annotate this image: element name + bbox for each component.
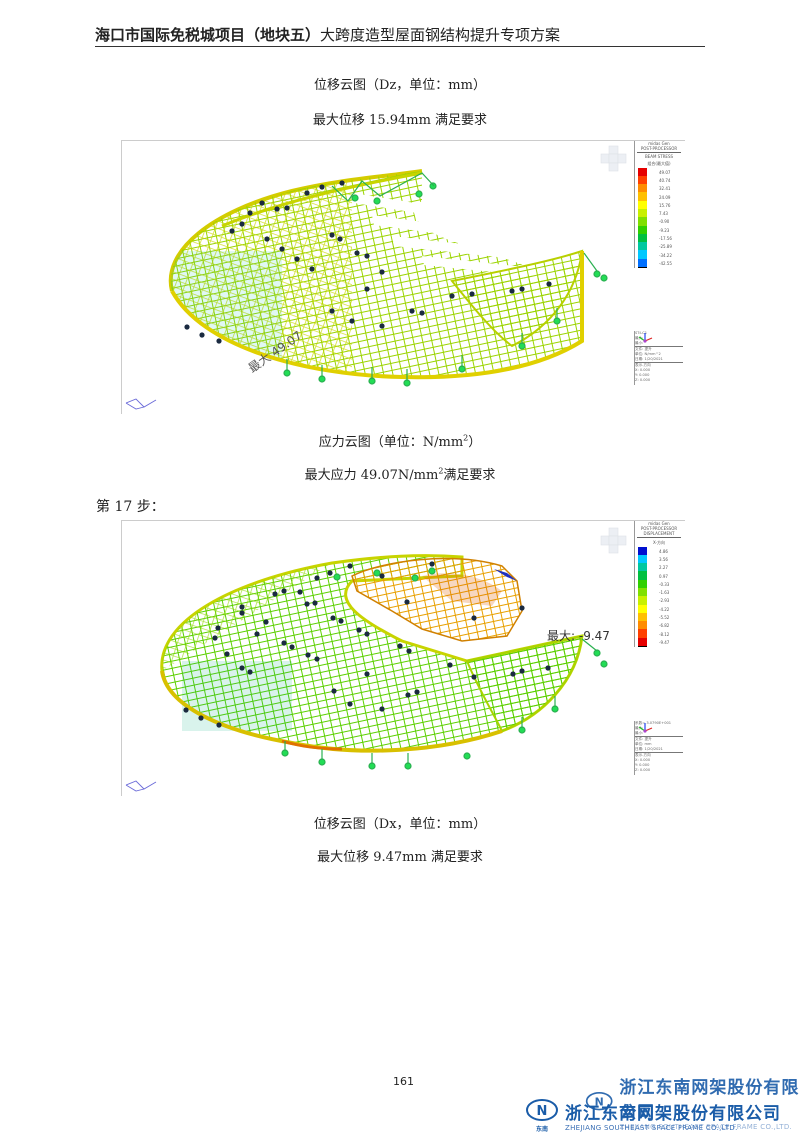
info-line: Z: 0.000 <box>635 378 651 382</box>
legend-value: -8.12 <box>659 631 670 637</box>
legend-value: 4.86 <box>659 548 668 554</box>
legend-color-swatch <box>638 637 647 648</box>
figure-caption-dz: 位移云图（Dz，单位：mm） <box>314 78 486 93</box>
header-title-project: 海口市国际免税城项目（地块五） <box>95 26 321 44</box>
legend-value: 15.76 <box>659 202 671 208</box>
svg-text:N: N <box>537 1104 548 1119</box>
page-number: 161 <box>393 1075 414 1088</box>
info-line: 文件: 提升 <box>635 347 652 351</box>
view-cube-icon[interactable] <box>600 145 628 173</box>
logo-badge: 东南 <box>535 1126 548 1133</box>
displacement-dx-figure: 最大: -9.47 midas Gen POST-PROCESSOR DISPL… <box>121 520 685 796</box>
legend-value: -2.93 <box>659 598 670 604</box>
legend-value: 0.97 <box>659 573 668 579</box>
max-displacement-annotation: 最大: -9.47 <box>547 629 610 643</box>
legend-value: -25.89 <box>659 244 672 250</box>
displacement-legend: midas Gen POST-PROCESSOR DISPLACEMENT X-… <box>634 521 683 648</box>
legend-value: -34.22 <box>659 252 672 258</box>
max-displacement-dz-text: 最大位移 15.94mm 满足要求 <box>312 113 488 128</box>
legend-value: 3.56 <box>659 556 668 562</box>
company-emblem-icon: N <box>526 1099 558 1121</box>
info-line: 单位: mm <box>635 742 652 746</box>
svg-text:N: N <box>595 1095 604 1108</box>
legend-row: -9.47 <box>635 637 683 648</box>
info-line: Y: 0.000 <box>635 373 650 377</box>
info-line: 日期: 1/20/2021 <box>635 357 683 363</box>
legend-value: 49.07 <box>659 169 671 175</box>
legend-value: 2.27 <box>659 565 668 571</box>
page-header: 海口市国际免税城项目（地块五）大跨度造型屋面钢结构提升专项方案 <box>95 24 705 47</box>
view-cube-icon[interactable] <box>600 527 628 555</box>
legend-value: -4.22 <box>659 606 670 612</box>
legend-value: -5.52 <box>659 615 670 621</box>
legend-value: -42.55 <box>659 260 672 266</box>
legend-header-2: POST-PROCESSOR <box>640 146 678 151</box>
figure-caption-stress: 应力云图（单位：N/mm2） <box>318 433 482 450</box>
legend-value: 40.74 <box>659 177 671 183</box>
legend-value: -17.56 <box>659 236 672 242</box>
legend-row: -42.55 <box>635 258 683 269</box>
stress-legend: midas Gen POST-PROCESSOR BEAM STRESS 组合(… <box>634 141 683 269</box>
legend-header-1: midas Gen <box>648 521 670 526</box>
axis-gizmo-icon <box>125 780 157 792</box>
info-line: 最大: <box>635 726 644 730</box>
legend-value: -9.23 <box>659 227 670 233</box>
stress-contour-figure: 最大 49.07 midas Gen POST-PROCESSOR BEAM S… <box>121 140 685 414</box>
info-line: 单位: N/mm^2 <box>635 352 661 356</box>
info-line: 日期: 1/20/2021 <box>635 747 683 753</box>
company-name-en: ZHEJIANG SOUTHEAST SPACE FRAME CO.,LTD. <box>565 1124 738 1132</box>
info-line: 表示-方向 <box>635 753 651 757</box>
legend-color-swatch <box>638 258 647 269</box>
header-title-plan: 大跨度造型屋面钢结构提升专项方案 <box>320 26 561 44</box>
displacement-info-box: 系数= 3.0790E+001 最大: 最小: 文件: 提升 单位: mm 日期: 1/2… <box>634 721 683 775</box>
max-displacement-dx-text: 最大位移 9.47mm 满足要求 <box>317 850 483 865</box>
info-line: 表示-方向 <box>635 363 651 367</box>
roof-structure-stress-render: 最大 49.07 <box>125 169 608 410</box>
legend-header-3: DISPLACEMENT <box>643 531 675 536</box>
info-line: ST:LC1 <box>635 331 648 335</box>
info-line: 最小: <box>635 731 683 737</box>
company-name-cn: 浙江东南网架股份有限公司 <box>565 1104 781 1124</box>
legend-value: -9.47 <box>659 639 670 645</box>
figure-caption-dx: 位移云图（Dx，单位：mm） <box>313 817 487 832</box>
legend-header-2: POST-PROCESSOR <box>640 526 678 531</box>
company-emblem-icon: N <box>585 1091 613 1111</box>
step-17-label: 第 17 步： <box>96 499 165 515</box>
info-line: Y: 0.000 <box>635 763 650 767</box>
max-stress-text: 最大应力 49.07N/mm2满足要求 <box>304 466 496 483</box>
axis-gizmo-icon <box>125 398 157 410</box>
legend-value: 7.43 <box>659 211 668 217</box>
legend-subtitle: 组合(最大值) <box>647 161 671 166</box>
info-line: X: 0.000 <box>635 758 651 762</box>
legend-value: -1.63 <box>659 590 670 596</box>
info-line: 文件: 提升 <box>635 737 652 741</box>
stress-info-box: ST:LC1 最大: 最小: 文件: 提升 单位: N/mm^2 日期: 1/20/202… <box>634 331 683 385</box>
legend-value: -6.82 <box>659 623 670 629</box>
legend-header-1: midas Gen <box>648 141 670 146</box>
info-line: 最小: <box>635 341 683 347</box>
legend-subtitle: X-方向 <box>653 540 665 545</box>
legend-value: -0.33 <box>659 581 670 587</box>
info-line: 系数= 3.0790E+001 <box>635 721 672 725</box>
company-logo: N 东南 浙江东南网架股份有限公司 ZHEJIANG SOUTHEAST SPA… <box>525 1098 781 1133</box>
company-logo-ghost: N 浙江东南网架股份有限公司 ZHEJIANG SOUTHEAST SPACE … <box>585 1073 800 1131</box>
legend-value: -0.90 <box>659 219 670 225</box>
roof-structure-displacement-render: 最大: -9.47 <box>125 554 610 792</box>
info-line: 最大: <box>635 336 644 340</box>
legend-value: 32.41 <box>659 186 671 192</box>
legend-value: 24.09 <box>659 194 671 200</box>
info-line: Z: 0.000 <box>635 768 651 772</box>
info-line: X: 0.000 <box>635 368 651 372</box>
legend-header-3: BEAM STRESS <box>644 154 674 159</box>
